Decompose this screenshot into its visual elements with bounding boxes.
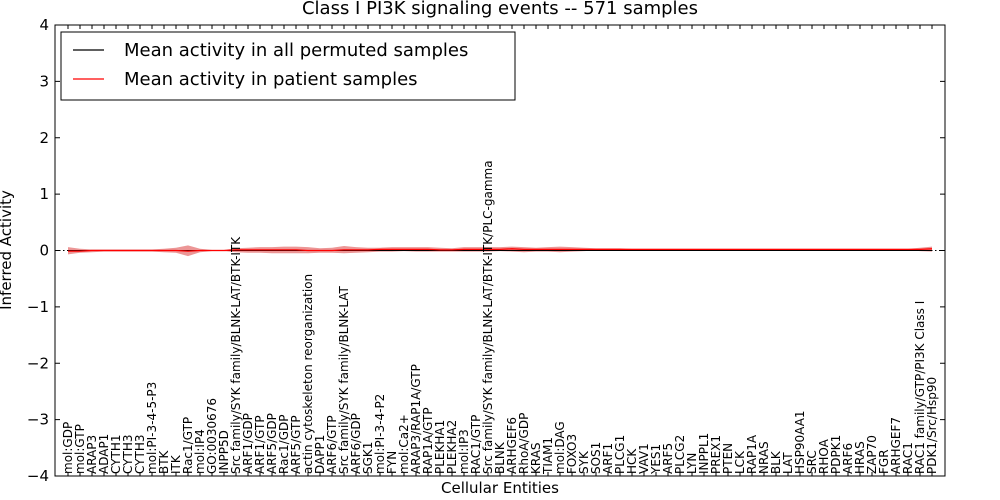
y-tick-label: 1 [39,185,49,203]
legend-label: Mean activity in patient samples [124,69,418,90]
x-tick-label: LAT [781,452,795,474]
x-tick-label: Rac1/GDP [277,415,291,474]
y-tick-label: 2 [39,129,49,147]
series-layer [68,248,933,252]
x-tick-label: RHOA [817,438,831,474]
x-tick-label: RAC1/GTP [469,415,483,474]
x-tick-label: LYN [685,453,699,474]
x-tick-label: RAC1 family/GTP/PI3K Class I [913,301,927,474]
y-tick-label: −4 [27,467,49,485]
x-tick-label: ARF1/GDP [241,413,255,474]
patient-mean-line [68,248,933,252]
x-tick-label: KRAS [529,442,543,474]
x-tick-label: ARF1/GTP [253,415,267,474]
y-tick-label: 4 [39,16,49,34]
x-tick-label: ARF5/GTP [289,415,303,474]
x-tick-label: mol:DAG [553,421,567,474]
x-tick-label: INPPL1 [697,433,711,474]
plot-frame [54,24,946,477]
y-ticks: 4 3 2 1 0 −1 −2 −3 −4 [27,16,945,485]
x-tick-label: DAPP1 [313,435,327,474]
x-tick-label: VAV1 [637,443,651,474]
x-tick-label: FYN [385,451,399,474]
x-tick-label: ARAP3 [85,435,99,474]
x-tick-label: SOS1 [589,442,603,474]
x-tick-label: PLCG2 [673,435,687,474]
x-tick-label: RhoA/GDP [517,413,531,474]
x-tick-label: ARF6/GDP [349,413,363,474]
x-tick-label: LCK [733,450,747,474]
x-tick-label: ITK [169,454,183,474]
x-tick-label: BLK [769,450,783,474]
x-tick-label: mol:GDP [61,422,75,474]
x-tick-label: HRAS [853,441,867,474]
x-tick-label: BTK [157,449,171,474]
x-tick-label: mol:PI-3-4-5-P3 [145,382,159,474]
chart-title: Class I PI3K signaling events -- 571 sam… [302,0,698,19]
legend-box [60,31,516,101]
legend-label: Mean activity in all permuted samples [124,40,468,61]
x-tick-label: ARAP3/RAP1A/GTP [409,364,423,474]
x-tick-label: PTEN [721,443,735,474]
x-tick-label: ARHGEF7 [889,417,903,474]
x-tick-label: RAP1A/GTP [421,407,435,474]
y-axis-label: Inferred Activity [0,190,15,310]
x-tick-label: PLEKHA2 [445,420,459,474]
x-tick-label: ARF6 [841,443,855,474]
x-tick-label: ARF5 [661,443,675,474]
x-tick-label: ARF5/GDP [265,413,279,474]
x-tick-label: Rac1/GTP [181,417,195,474]
x-tick-label: CYTH3 [121,435,135,475]
x-tick-label: ARHGEF6 [505,417,519,474]
legend: Mean activity in all permuted samples Mea… [60,31,516,101]
x-tick-label: mol:PI-3-4-P2 [373,394,387,474]
x-tick-label: FOXO3 [565,434,579,474]
x-tick-label: mol:IP4 [193,429,207,474]
x-tick-label: PDK1/Src/Hsp90 [925,377,939,474]
x-tick-label: PDPK1 [829,435,843,474]
x-tick-label: Src family/SYK family/BLNK-LAT/BTK-ITK/P… [481,160,495,474]
x-tick-label: YES1 [649,444,663,475]
x-tick-label: TIAM1 [541,437,555,475]
x-tick-label: mol:IP3 [457,429,471,474]
x-tick-label: ARF1 [601,443,615,474]
y-tick-label: −3 [27,411,49,429]
x-tick-label: PREX1 [709,435,723,474]
x-tick-label: actin cytoskeleton reorganization [301,274,315,474]
x-tick-label: HCK [625,448,639,474]
x-tick-label: HSP90AA1 [793,410,807,474]
x-tick-label: mol:GTP [73,424,87,474]
y-tick-label: −1 [27,298,49,316]
x-tick-label: SRC [805,450,819,474]
x-tick-label: Src family/SYK family/BLNK-LAT [337,285,351,474]
x-tick-label: mol:Ca2+ [397,414,411,474]
y-tick-label: 0 [39,242,49,260]
x-tick-label: INPP5D [217,430,231,474]
x-tick-label: ARF6/GTP [325,415,339,474]
x-tick-label: FGR [877,449,891,474]
x-tick-label: SYK [577,450,591,474]
x-tick-label: CYTH1 [109,435,123,475]
x-tick-label: BLNK [493,441,507,474]
x-tick-label: RAP1A [745,434,759,474]
x-axis-label: Cellular Entities [441,479,559,497]
x-tick-label: CYTH3 [133,435,147,475]
x-tick-label: RAC1 [901,442,915,474]
x-tick-label: GO:0030676 [205,398,219,474]
x-tick-label: PLEKHA1 [433,420,447,474]
x-tick-label: Src family/SYK family/BLNK-LAT/BTK-ITK [229,236,243,474]
x-ticks: mol:GDPmol:GTPARAP3ADAP1CYTH1CYTH3CYTH3m… [61,25,939,476]
x-tick-label: ADAP1 [97,434,111,474]
x-tick-label: PLCG1 [613,435,627,474]
y-tick-label: 3 [39,72,49,90]
x-tick-label: ZAP70 [865,435,879,474]
x-tick-label: SGK1 [361,442,375,474]
y-tick-label: −2 [27,354,49,372]
x-tick-label: NRAS [757,441,771,474]
